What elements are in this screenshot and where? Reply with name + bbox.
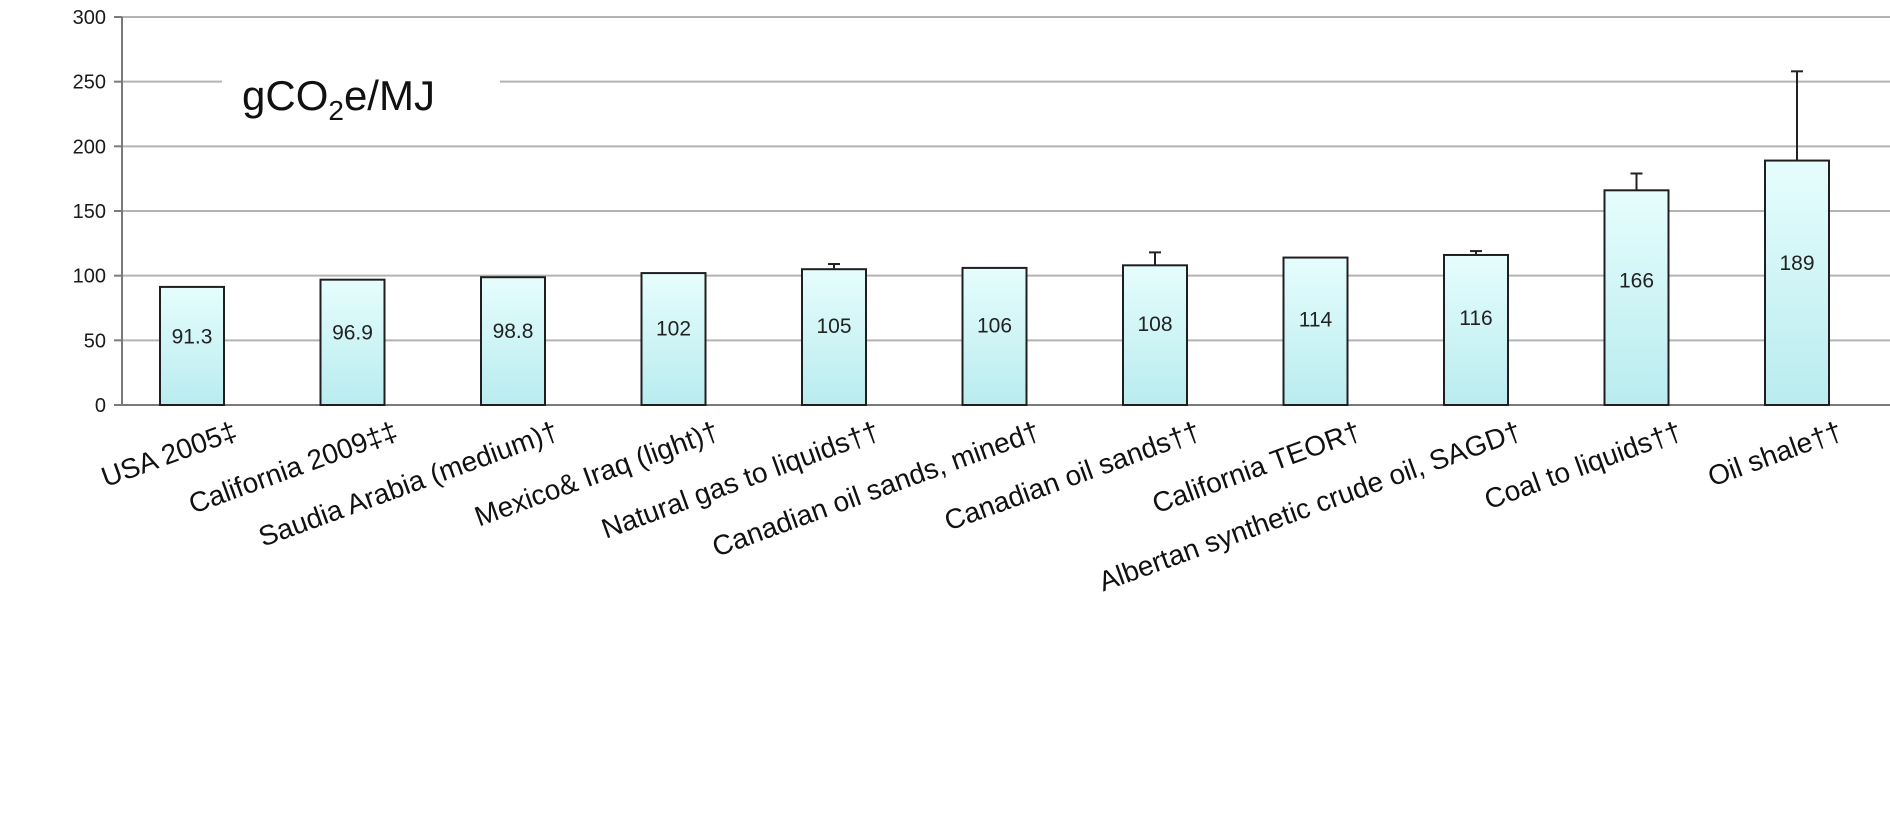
y-tick-label: 100 — [73, 266, 106, 288]
y-tick-label: 250 — [73, 72, 106, 94]
data-label: 91.3 — [172, 326, 213, 349]
bar — [1282, 256, 1349, 406]
bar — [1764, 159, 1830, 406]
category-label: Saudia Arabia (medium)† — [254, 415, 562, 552]
bars — [159, 159, 1830, 407]
unit-subscript: 2 — [328, 95, 344, 126]
y-axis-ticks: 0 50 100 150 200 250 300 — [73, 7, 123, 417]
category-label: Oil shale†† — [1704, 415, 1846, 492]
category-labels: USA 2005‡California 2009‡‡Saudia Arabia … — [97, 415, 1846, 597]
data-label: 98.8 — [493, 320, 534, 343]
unit-prefix: gCO — [242, 72, 328, 119]
unit-label-background — [222, 62, 500, 136]
error-bars — [828, 70, 1803, 270]
bar — [319, 278, 386, 406]
data-label: 108 — [1137, 313, 1172, 336]
bar — [1443, 253, 1509, 406]
category-label: Canadian oil sands†† — [940, 415, 1204, 536]
unit-suffix: e/MJ — [344, 72, 435, 119]
bar — [801, 268, 867, 407]
data-label: 102 — [656, 317, 691, 340]
bar — [640, 272, 707, 406]
y-tick-label: 50 — [84, 330, 106, 352]
unit-label-text: gCO2e/MJ — [242, 72, 435, 126]
unit-label: gCO2e/MJ — [222, 62, 500, 136]
y-tick-label: 0 — [95, 395, 106, 417]
bar — [961, 266, 1028, 407]
data-label: 106 — [977, 314, 1012, 337]
data-label: 114 — [1299, 308, 1333, 331]
y-tick-label: 200 — [73, 136, 106, 158]
y-tick-label: 300 — [73, 7, 106, 29]
bar — [159, 285, 225, 407]
data-labels: 91.3 96.9 98.8 102 105 106 108 114 116 166 189 — [172, 252, 1815, 348]
data-label: 116 — [1459, 307, 1492, 330]
data-label: 166 — [1619, 269, 1654, 292]
bar — [1603, 189, 1670, 406]
data-label: 96.9 — [332, 321, 373, 344]
bar — [480, 276, 546, 406]
data-label: 105 — [816, 315, 851, 338]
y-tick-label: 150 — [73, 201, 106, 223]
data-label: 189 — [1779, 252, 1814, 275]
